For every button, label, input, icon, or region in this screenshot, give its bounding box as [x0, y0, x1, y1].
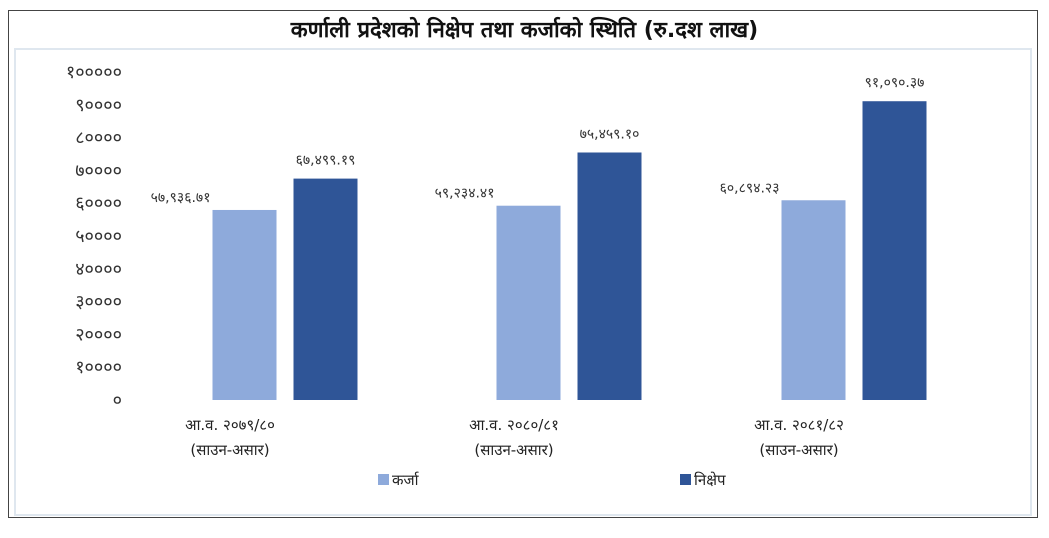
x-tick-sublabel: (साउन-असार) — [759, 441, 838, 459]
legend-label: कर्जा — [392, 471, 420, 489]
bar-deposit — [862, 101, 927, 401]
data-label: ६०,८९४.२३ — [720, 180, 780, 196]
x-tick-label: आ.व. २०८०/८१ — [469, 416, 559, 434]
chart-frame — [8, 10, 1038, 518]
bar-deposit — [577, 152, 642, 400]
bar-deposit — [293, 178, 358, 400]
x-tick-label: आ.व. २०८१/८२ — [754, 416, 844, 434]
bar-loan — [781, 200, 846, 400]
bar-loan — [496, 205, 561, 400]
data-label: ९१,०९०.३७ — [865, 75, 925, 91]
x-tick-sublabel: (साउन-असार) — [190, 441, 269, 459]
x-tick-label: आ.व. २०७९/८० — [185, 416, 275, 434]
y-tick-label: १०००० — [75, 357, 122, 378]
chart-title: कर्णाली प्रदेशको निक्षेप तथा कर्जाको स्थ… — [290, 18, 759, 43]
y-tick-label: ८०००० — [75, 128, 122, 149]
y-tick-label: ७०००० — [75, 160, 122, 181]
data-label: ५७,९३६.७१ — [151, 190, 211, 206]
legend-swatch — [378, 474, 389, 485]
y-tick-label: २०००० — [75, 324, 122, 345]
y-tick-label: १००००० — [66, 62, 122, 83]
y-tick-label: ५०००० — [75, 226, 122, 247]
legend-label: निक्षेप — [694, 471, 726, 489]
bar-loan — [212, 209, 277, 400]
plot-frame — [14, 48, 1032, 516]
data-label: ५९,२३४.४१ — [435, 186, 495, 202]
y-tick-label: ० — [113, 390, 122, 411]
y-tick-label: ४०००० — [75, 259, 122, 280]
x-tick-sublabel: (साउन-असार) — [474, 441, 553, 459]
legend-swatch — [680, 474, 691, 485]
data-label: ६७,४९९.१९ — [296, 153, 356, 169]
y-tick-label: ६०००० — [75, 193, 122, 214]
y-tick-label: ३०००० — [75, 292, 122, 313]
y-tick-label: ९०००० — [75, 95, 122, 116]
data-label: ७५,४५९.१० — [580, 126, 640, 142]
